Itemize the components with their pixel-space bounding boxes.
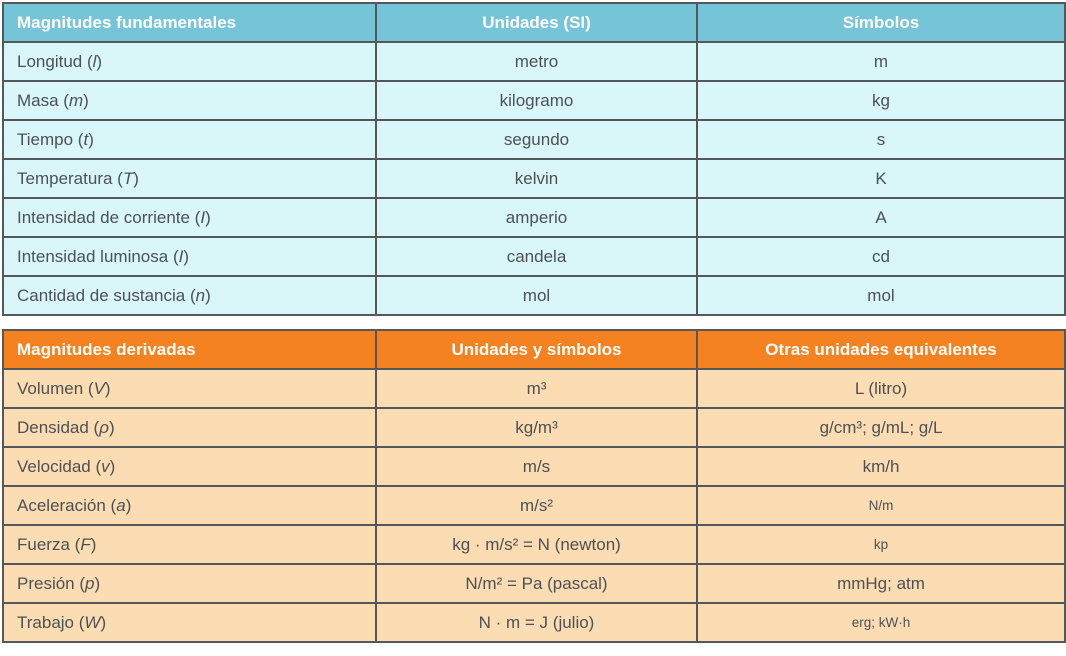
magnitude-name: Intensidad de corriente <box>17 207 190 227</box>
table-row: Masa (m) kilogramo kg <box>2 80 1066 121</box>
magnitude-cell: Densidad (ρ) <box>2 407 377 448</box>
magnitude-name: Masa <box>17 90 59 110</box>
units-symbols-cell: kg · m/s² = N (newton) <box>375 524 698 565</box>
equivalent-units-cell: mmHg; atm <box>696 563 1066 604</box>
equivalent-units-cell: N/m <box>696 485 1066 526</box>
table-row: Longitud (l) metro m <box>2 41 1066 82</box>
magnitude-cell: Masa (m) <box>2 80 377 121</box>
magnitude-name: Presión <box>17 573 75 593</box>
magnitude-cell: Trabajo (W) <box>2 602 377 643</box>
table2-header-magnitudes: Magnitudes derivadas <box>2 329 377 370</box>
table-row: Fuerza (F) kg · m/s² = N (newton) kp <box>2 524 1066 565</box>
magnitude-name: Trabajo <box>17 612 75 632</box>
equivalent-units-cell: L (litro) <box>696 368 1066 409</box>
magnitude-name: Velocidad <box>17 456 91 476</box>
table1-body: Longitud (l) metro m Masa (m) kilogramo kg Tie… <box>2 41 1066 316</box>
table-row: Tiempo (t) segundo s <box>2 119 1066 160</box>
table-row: Presión (p) N/m² = Pa (pascal) mmHg; atm <box>2 563 1066 604</box>
unit-cell: kelvin <box>375 158 698 199</box>
table-row: Volumen (V) m³ L (litro) <box>2 368 1066 409</box>
symbol-cell: A <box>696 197 1066 238</box>
table2-header-row: Magnitudes derivadas Unidades y símbolos… <box>2 329 1066 370</box>
table1-header-simbolos: Símbolos <box>696 2 1066 43</box>
unit-cell: metro <box>375 41 698 82</box>
table1-header-row: Magnitudes fundamentales Unidades (SI) S… <box>2 2 1066 43</box>
magnitude-cell: Fuerza (F) <box>2 524 377 565</box>
magnitude-name: Longitud <box>17 51 83 71</box>
magnitude-symbol-letter: ρ <box>99 417 109 437</box>
symbol-cell: kg <box>696 80 1066 121</box>
magnitude-name: Tiempo <box>17 129 74 149</box>
table-row: Cantidad de sustancia (n) mol mol <box>2 275 1066 316</box>
table-row: Trabajo (W) N · m = J (julio) erg; kW·h <box>2 602 1066 643</box>
table1-header-magnitudes: Magnitudes fundamentales <box>2 2 377 43</box>
table-row: Aceleración (a) m/s² N/m <box>2 485 1066 526</box>
unit-cell: kilogramo <box>375 80 698 121</box>
equivalent-units-cell: km/h <box>696 446 1066 487</box>
unit-cell: mol <box>375 275 698 316</box>
symbol-cell: s <box>696 119 1066 160</box>
magnitude-symbol-letter: n <box>195 285 206 305</box>
magnitude-cell: Volumen (V) <box>2 368 377 409</box>
magnitude-symbol-letter: a <box>116 495 126 515</box>
magnitude-cell: Aceleración (a) <box>2 485 377 526</box>
units-symbols-cell: kg/m³ <box>375 407 698 448</box>
table-row: Intensidad de corriente (I) amperio A <box>2 197 1066 238</box>
magnitude-cell: Tiempo (t) <box>2 119 377 160</box>
magnitude-symbol-letter: T <box>122 168 134 188</box>
unit-cell: segundo <box>375 119 698 160</box>
magnitude-symbol-letter: V <box>93 378 105 398</box>
unit-cell: candela <box>375 236 698 277</box>
units-symbols-cell: m/s <box>375 446 698 487</box>
magnitude-name: Densidad <box>17 417 89 437</box>
magnitude-symbol-letter: m <box>68 90 84 110</box>
magnitude-symbol-letter: W <box>84 612 101 632</box>
magnitude-name: Temperatura <box>17 168 113 188</box>
magnitude-symbol-letter: t <box>83 129 89 149</box>
magnitude-name: Aceleración <box>17 495 106 515</box>
table1-header-unidades: Unidades (SI) <box>375 2 698 43</box>
magnitude-cell: Presión (p) <box>2 563 377 604</box>
units-symbols-cell: m³ <box>375 368 698 409</box>
derived-magnitudes-table: Magnitudes derivadas Unidades y símbolos… <box>2 329 1066 643</box>
magnitude-name: Intensidad luminosa <box>17 246 169 266</box>
magnitude-name: Cantidad de sustancia <box>17 285 186 305</box>
equivalent-units-cell: erg; kW·h <box>696 602 1066 643</box>
magnitude-cell: Cantidad de sustancia (n) <box>2 275 377 316</box>
table-row: Densidad (ρ) kg/m³ g/cm³; g/mL; g/L <box>2 407 1066 448</box>
table2-header-unidades-simbolos: Unidades y símbolos <box>375 329 698 370</box>
fundamental-magnitudes-table: Magnitudes fundamentales Unidades (SI) S… <box>2 2 1066 316</box>
magnitude-symbol-letter: I <box>178 246 184 266</box>
magnitude-symbol-letter: I <box>200 207 206 227</box>
magnitude-cell: Intensidad luminosa (I) <box>2 236 377 277</box>
unit-cell: amperio <box>375 197 698 238</box>
table-row: Temperatura (T) kelvin K <box>2 158 1066 199</box>
symbol-cell: m <box>696 41 1066 82</box>
table-row: Velocidad (v) m/s km/h <box>2 446 1066 487</box>
magnitude-cell: Temperatura (T) <box>2 158 377 199</box>
magnitude-cell: Longitud (l) <box>2 41 377 82</box>
symbol-cell: cd <box>696 236 1066 277</box>
magnitude-symbol-letter: F <box>80 534 91 554</box>
magnitude-cell: Velocidad (v) <box>2 446 377 487</box>
symbol-cell: mol <box>696 275 1066 316</box>
table2-body: Volumen (V) m³ L (litro) Densidad (ρ) kg/m³ g… <box>2 368 1066 643</box>
magnitude-symbol-letter: p <box>85 573 95 593</box>
equivalent-units-cell: kp <box>696 524 1066 565</box>
units-symbols-cell: N/m² = Pa (pascal) <box>375 563 698 604</box>
magnitude-symbol-letter: v <box>101 456 110 476</box>
table-row: Intensidad luminosa (I) candela cd <box>2 236 1066 277</box>
table2-header-otras-unidades: Otras unidades equivalentes <box>696 329 1066 370</box>
equivalent-units-cell: g/cm³; g/mL; g/L <box>696 407 1066 448</box>
units-symbols-cell: N · m = J (julio) <box>375 602 698 643</box>
magnitude-name: Volumen <box>17 378 84 398</box>
units-symbols-cell: m/s² <box>375 485 698 526</box>
magnitude-symbol-letter: l <box>92 51 97 71</box>
magnitude-name: Fuerza <box>17 534 70 554</box>
symbol-cell: K <box>696 158 1066 199</box>
magnitude-cell: Intensidad de corriente (I) <box>2 197 377 238</box>
